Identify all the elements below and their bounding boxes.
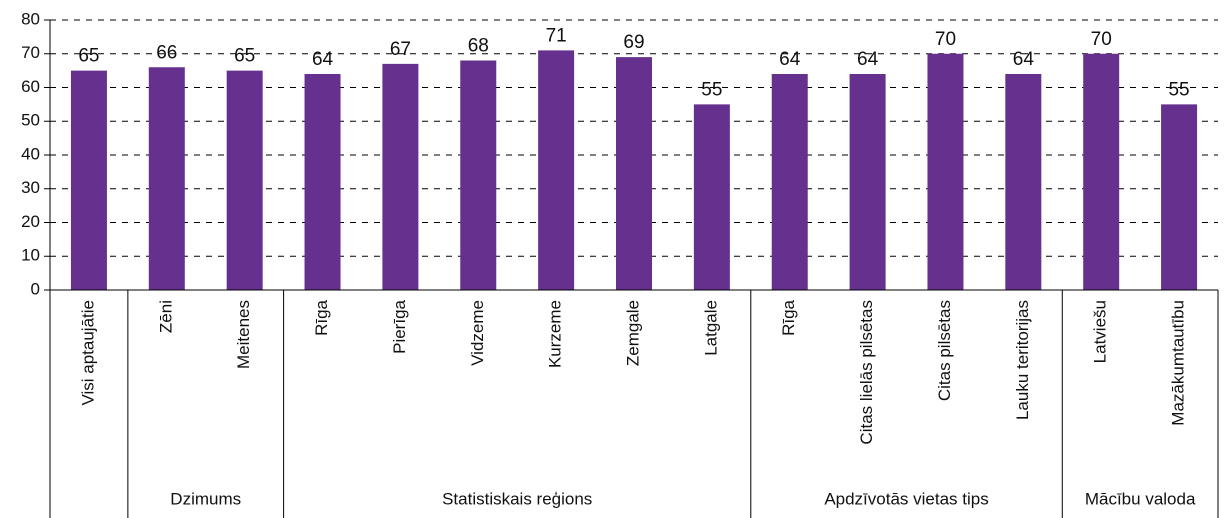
bar: [460, 60, 497, 290]
value-label: 64: [779, 49, 801, 70]
value-label: 68: [468, 36, 489, 57]
bar: [1161, 104, 1198, 290]
y-tick-label: 10: [21, 246, 40, 265]
x-tick-label: Vidzeme: [468, 300, 487, 366]
value-label: 70: [935, 29, 956, 50]
y-tick-label: 80: [21, 9, 40, 28]
value-label: 55: [1168, 79, 1189, 100]
y-tick-label: 60: [21, 77, 40, 96]
y-tick-label: 0: [31, 279, 40, 298]
value-label: 65: [234, 46, 255, 67]
x-tick-label: Mazākumtautību: [1169, 300, 1188, 426]
x-tick-label: Meitenes: [234, 300, 253, 369]
y-tick-label: 30: [21, 178, 40, 197]
value-label: 64: [857, 49, 879, 70]
bar: [1005, 74, 1042, 290]
x-tick-label: Pierīga: [390, 299, 409, 353]
bar: [616, 57, 652, 290]
bar: [538, 50, 575, 290]
x-tick-label: Rīga: [312, 299, 331, 335]
y-tick-label: 40: [21, 144, 40, 163]
bar: [148, 67, 185, 290]
x-tick-label: Latgale: [701, 300, 720, 356]
group-label: Dzimums: [170, 489, 241, 508]
x-tick-label: Visi aptaujātie: [78, 300, 97, 406]
bar: [927, 53, 964, 290]
bar: [304, 74, 341, 290]
bar: [1083, 53, 1120, 290]
value-label: 69: [623, 32, 644, 53]
bar: [226, 70, 263, 290]
bar: [849, 74, 886, 290]
x-tick-label: Zemgale: [623, 300, 642, 366]
value-label: 70: [1091, 29, 1112, 50]
value-label: 64: [312, 49, 334, 70]
x-tick-label: Kurzeme: [546, 300, 565, 368]
y-tick-label: 70: [21, 43, 40, 62]
x-tick-label: Zēni: [156, 300, 175, 333]
group-label: Statistiskais reģions: [442, 489, 592, 508]
x-tick-label: Lauku teritorijas: [1013, 300, 1032, 420]
bar: [70, 70, 107, 290]
group-label: Mācību valoda: [1085, 489, 1196, 508]
value-label: 66: [156, 42, 177, 63]
y-tick-label: 20: [21, 212, 40, 231]
x-tick-label: Citas pilsētas: [935, 300, 954, 401]
value-label: 71: [546, 25, 567, 46]
value-label: 64: [1013, 49, 1035, 70]
value-label: 55: [701, 79, 722, 100]
group-label: Apdzīvotās vietas tips: [824, 489, 988, 508]
x-tick-label: Rīga: [779, 299, 798, 335]
y-tick-label: 50: [21, 111, 40, 130]
bar: [771, 74, 808, 290]
x-tick-label: Latviešu: [1091, 300, 1110, 363]
value-label: 67: [390, 39, 411, 60]
value-label: 65: [78, 46, 99, 67]
bar: [382, 63, 419, 290]
x-tick-label: Citas lielās pilsētas: [857, 300, 876, 445]
bar: [693, 104, 730, 290]
